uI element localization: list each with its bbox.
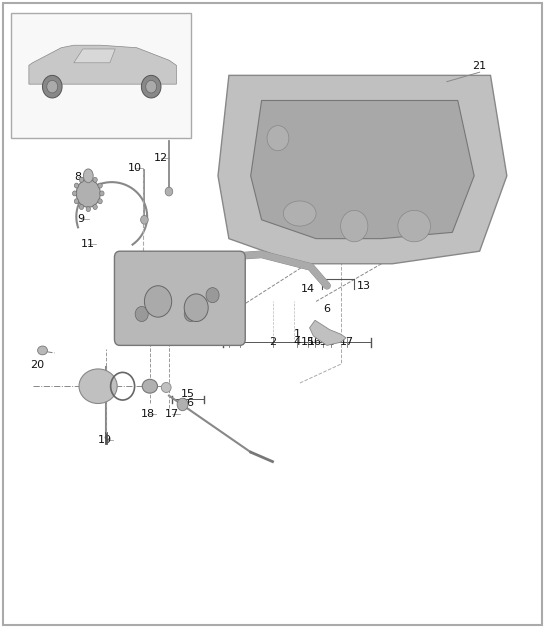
Circle shape [93,177,98,182]
Polygon shape [218,75,507,264]
Circle shape [74,198,78,203]
Circle shape [184,306,197,322]
Ellipse shape [38,346,47,355]
Text: 15: 15 [181,389,195,399]
Text: 9: 9 [77,214,84,224]
Polygon shape [29,45,177,84]
Circle shape [146,80,156,93]
FancyBboxPatch shape [114,251,245,345]
Circle shape [80,177,84,182]
Circle shape [141,75,161,98]
Circle shape [141,215,148,224]
Text: 5: 5 [320,337,326,347]
Text: 13: 13 [357,281,371,291]
Text: 20: 20 [30,360,44,371]
Circle shape [74,183,78,188]
Text: 16: 16 [308,337,322,347]
Circle shape [184,294,208,322]
Circle shape [135,306,148,322]
Text: 19: 19 [98,435,112,445]
Polygon shape [74,49,115,63]
Text: 10: 10 [128,163,142,173]
Text: 14: 14 [301,284,315,294]
Circle shape [86,175,90,180]
Circle shape [206,288,219,303]
Ellipse shape [161,382,171,392]
Ellipse shape [142,379,158,393]
Text: 18: 18 [141,409,155,420]
Text: 1: 1 [294,329,300,339]
Polygon shape [251,100,474,239]
Circle shape [100,191,104,196]
Text: 8: 8 [74,172,82,182]
Polygon shape [310,320,346,345]
Circle shape [98,198,102,203]
Text: 21: 21 [473,61,487,71]
Text: 2: 2 [269,337,276,347]
Text: 3: 3 [237,337,243,347]
Circle shape [98,183,102,188]
Text: 4: 4 [293,337,301,347]
Circle shape [80,205,84,210]
Ellipse shape [267,126,289,151]
Bar [11,13,191,138]
Ellipse shape [283,201,316,226]
Circle shape [93,205,98,210]
Text: 16: 16 [181,398,195,408]
Text: 15: 15 [301,337,315,347]
Text: 6: 6 [324,304,330,314]
Circle shape [76,180,100,207]
Text: 6: 6 [328,337,334,347]
Ellipse shape [341,210,368,242]
Text: 17: 17 [165,409,179,420]
Circle shape [157,294,170,309]
Text: 17: 17 [340,337,354,347]
Circle shape [144,286,172,317]
Text: 7: 7 [74,191,82,201]
Text: 12: 12 [154,153,168,163]
Text: 11: 11 [81,239,95,249]
Circle shape [47,80,58,93]
Ellipse shape [398,210,431,242]
Ellipse shape [83,169,93,183]
Circle shape [72,191,77,196]
Circle shape [86,207,90,212]
Circle shape [165,187,173,196]
Ellipse shape [79,369,117,404]
Text: 2: 2 [225,337,233,347]
Circle shape [177,398,188,411]
Circle shape [43,75,62,98]
